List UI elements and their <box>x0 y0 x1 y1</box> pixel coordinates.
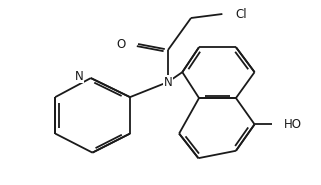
Text: N: N <box>75 70 84 83</box>
Text: N: N <box>164 75 172 88</box>
Text: O: O <box>116 38 125 51</box>
Text: HO: HO <box>283 118 301 131</box>
Text: Cl: Cl <box>235 8 247 21</box>
